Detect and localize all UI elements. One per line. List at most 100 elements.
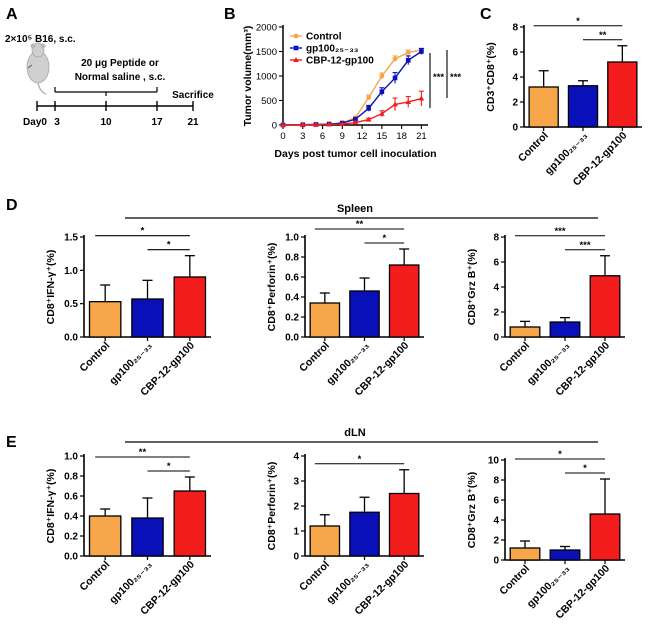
- bar: [131, 517, 164, 557]
- schedule-day-3: 3: [54, 117, 60, 128]
- x-tick-label: 0: [280, 131, 285, 142]
- y-tick-label: 2: [493, 536, 499, 547]
- significance-label: ***: [554, 226, 565, 237]
- x-tick-label: 15: [377, 131, 388, 142]
- data-point: [353, 116, 358, 122]
- significance-label: ***: [433, 72, 444, 83]
- y-axis-label: CD8⁺Perforin⁺(%): [266, 243, 278, 332]
- y-tick-label: 2000: [256, 23, 277, 34]
- panel-label-d: D: [6, 197, 18, 214]
- bar-chart-e1: 0.00.20.40.60.81.0CD8⁺IFN-γ⁺(%)Controlgp…: [45, 447, 211, 617]
- y-tick-label: 1.0: [64, 452, 78, 463]
- y-tick-label: 2: [293, 502, 299, 513]
- schedule-treatment-line2: Normal saline , s.c.: [75, 72, 166, 83]
- data-point: [365, 116, 372, 122]
- y-axis-label: CD8⁺IFN-γ⁺(%): [45, 250, 57, 325]
- y-tick-label: 8: [493, 476, 499, 487]
- legend-label: Control: [306, 32, 342, 43]
- x-axis-label: Days post tumor cell inoculation: [274, 148, 436, 160]
- y-tick-label: 0: [512, 123, 518, 134]
- x-tick-label: Control: [77, 559, 112, 594]
- y-tick-label: 0: [293, 552, 299, 563]
- y-tick-label: 8: [493, 233, 499, 244]
- data-point: [366, 95, 372, 100]
- section-title-dln: dLN: [344, 427, 365, 439]
- schedule-day-17: 17: [151, 117, 163, 128]
- bar: [349, 511, 380, 557]
- x-tick-label: Control: [77, 340, 112, 375]
- significance-label: ***: [579, 240, 590, 251]
- bar: [567, 85, 599, 128]
- data-point: [419, 49, 424, 54]
- data-point: [379, 73, 385, 79]
- data-point: [392, 75, 398, 81]
- x-tick-label: Control: [497, 563, 532, 598]
- y-tick-label: 6: [493, 496, 499, 507]
- bar: [131, 298, 164, 338]
- y-tick-label: 4: [512, 73, 518, 84]
- series-line: [282, 97, 422, 126]
- legend-marker: [293, 45, 299, 51]
- significance-label: *: [358, 454, 362, 465]
- x-tick-label: Control: [516, 130, 551, 165]
- x-tick-label: Control: [297, 559, 332, 594]
- significance-label: *: [558, 449, 562, 460]
- y-tick-label: 0.0: [64, 552, 78, 563]
- y-tick-label: 0.8: [285, 253, 299, 264]
- panel-label-c: C: [480, 6, 492, 23]
- data-point: [418, 95, 425, 101]
- bar-chart-e2: 01234CD8⁺Perforin⁺(%)Controlgp100₂₅₋₃₃CB…: [266, 452, 424, 617]
- data-point: [326, 121, 332, 127]
- panel-label-a: A: [6, 6, 18, 23]
- y-tick-label: 0.6: [285, 273, 299, 284]
- y-tick-label: 0.6: [64, 492, 78, 503]
- bar: [349, 290, 380, 338]
- bar-chart-d1: 0.00.51.01.5CD8⁺IFN-γ⁺(%)Controlgp100₂₅₋…: [45, 226, 211, 398]
- y-tick-label: 6: [493, 258, 499, 269]
- mouse-icon: [26, 42, 50, 95]
- panel-label-e: E: [6, 434, 17, 451]
- y-axis-label: CD8⁺Perforin⁺(%): [266, 462, 278, 551]
- bar: [589, 275, 621, 338]
- y-tick-label: 2: [493, 308, 499, 319]
- y-tick-label: 0.0: [285, 333, 299, 344]
- y-tick-label: 2: [512, 98, 518, 109]
- significance-label: *: [141, 226, 145, 237]
- y-axis-label: Tumor volume(mm³): [242, 26, 254, 127]
- y-tick-label: 0.4: [64, 512, 78, 523]
- bar: [388, 264, 420, 338]
- y-axis-label: CD8⁺Grz B⁺(%): [466, 472, 478, 548]
- data-point: [392, 101, 398, 107]
- bar: [509, 547, 541, 561]
- data-point: [379, 110, 385, 116]
- x-tick-label: 3: [300, 131, 305, 142]
- y-axis-label: CD8⁺IFN-γ⁺(%): [45, 469, 57, 544]
- bar: [607, 61, 638, 128]
- y-tick-label: 500: [261, 96, 277, 107]
- data-point: [366, 106, 371, 111]
- data-point: [313, 121, 319, 127]
- legend-marker: [293, 33, 299, 39]
- y-tick-label: 0.0: [64, 333, 78, 344]
- y-tick-label: 0.4: [285, 293, 299, 304]
- y-tick-label: 8: [512, 23, 518, 34]
- y-tick-label: 3: [293, 477, 299, 488]
- y-tick-label: 4: [493, 283, 499, 294]
- y-axis-label: CD3⁺CD8⁺(%): [485, 42, 497, 111]
- x-tick-label: 18: [396, 131, 407, 142]
- y-tick-label: 0: [493, 333, 499, 344]
- y-tick-label: 1.5: [64, 233, 78, 244]
- data-point: [392, 56, 398, 62]
- y-tick-label: 0: [493, 556, 499, 567]
- legend-label: CBP-12-gp100: [306, 56, 374, 67]
- significance-label: **: [139, 447, 147, 458]
- y-tick-label: 0.2: [285, 313, 299, 324]
- significance-label: **: [599, 30, 607, 41]
- bar: [589, 513, 621, 561]
- schedule-day-21: 21: [187, 117, 199, 128]
- data-point: [405, 98, 412, 104]
- x-tick-label: Control: [297, 340, 332, 375]
- schedule-treatment-line1: 20 μg Peptide or: [81, 58, 159, 69]
- data-point: [379, 89, 385, 94]
